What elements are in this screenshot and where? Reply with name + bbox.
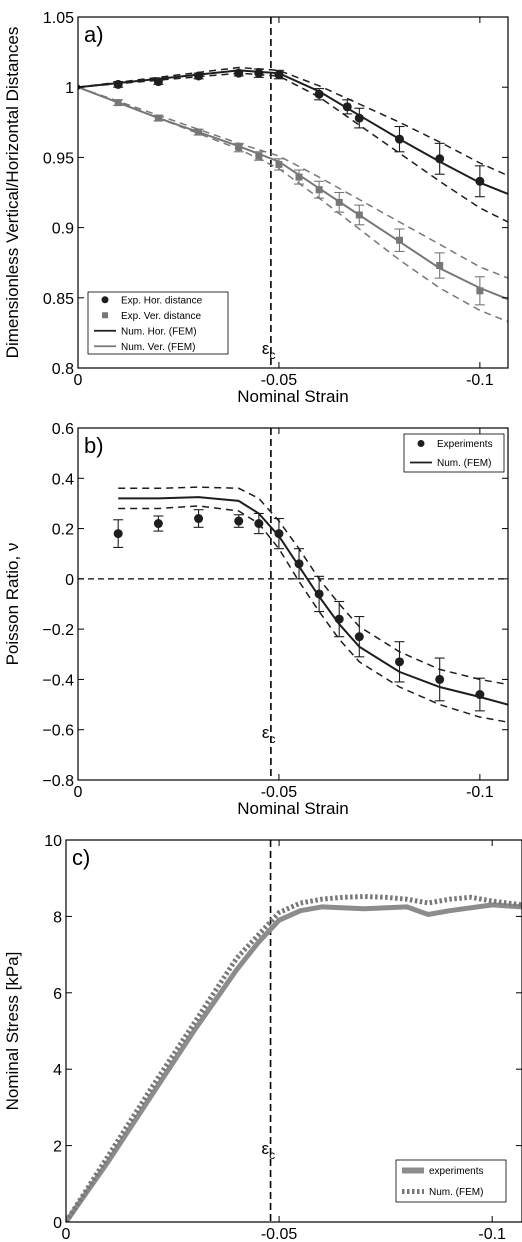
axes-frame — [77, 427, 509, 781]
y-tick-label: 0.2 — [52, 522, 74, 539]
legend-label: experiments — [429, 1166, 483, 1177]
panel-2: 0 -0.05 -0.1 −0.8 −0.6 −0.4 −0.2 0 0.2 0.4 0.6 Nomi… — [3, 421, 509, 818]
legend: Exp. Hor. distance Exp. Ver. distance Num.… — [87, 291, 229, 355]
data-point — [113, 529, 123, 539]
legend-label: Num. (FEM) — [429, 1187, 483, 1198]
data-point — [235, 144, 243, 152]
critical-strain-subscript: c — [269, 348, 275, 362]
data-point — [435, 674, 445, 684]
series-fem-line — [66, 893, 522, 1222]
x-tick-label: -0.1 — [466, 784, 494, 801]
data-point — [295, 173, 303, 181]
legend-label: Num. (FEM) — [437, 458, 491, 469]
panel-label: b) — [84, 433, 104, 458]
y-tick-label: 6 — [53, 986, 62, 1003]
legend-marker — [101, 296, 109, 304]
legend-label: Num. Hor. (FEM) — [121, 326, 197, 337]
plot-area — [66, 840, 522, 1222]
y-tick-label: 10 — [44, 833, 62, 850]
panel-1: 0 -0.05 -0.1 0.8 0.85 0.9 0.95 1 1.05 Nominal Str… — [3, 10, 509, 406]
critical-strain-subscript: c — [269, 732, 275, 746]
legend-marker — [417, 440, 425, 447]
plot-area — [78, 17, 508, 368]
data-point — [194, 514, 204, 524]
series-line-1 — [118, 496, 508, 706]
y-tick-label: 0 — [53, 1215, 62, 1232]
y-axis-label: Nominal Stress [kPa] — [3, 952, 22, 1111]
data-point — [274, 529, 284, 539]
y-tick-label: 2 — [53, 1139, 62, 1156]
critical-strain-label: εc — [262, 723, 276, 746]
series-bound-2 — [118, 486, 508, 686]
y-tick-label: −0.6 — [42, 723, 74, 740]
series-bound-3 — [118, 505, 508, 723]
legend-marker — [102, 312, 108, 319]
series-bound-3 — [78, 66, 508, 177]
series-experiments-line — [66, 902, 522, 1222]
x-tick-label: -0.1 — [466, 372, 494, 389]
legend-label: Num. Ver. (FEM) — [121, 342, 195, 353]
legend: Experiments Num. (FEM) — [403, 433, 505, 473]
x-tick-label: -0.1 — [478, 1226, 506, 1242]
data-point — [255, 152, 263, 160]
data-point — [394, 657, 404, 667]
legend-label: Experiments — [437, 439, 493, 450]
y-tick-label: 1 — [65, 80, 74, 97]
series-bound-7 — [78, 86, 508, 323]
y-tick-label: 0.95 — [43, 150, 74, 167]
x-tick-label: -0.05 — [261, 784, 298, 801]
y-tick-label: −0.2 — [42, 622, 74, 639]
axes-frame — [77, 16, 509, 369]
legend: experiments Num. (FEM) — [395, 1159, 507, 1203]
panel-label: c) — [72, 845, 90, 870]
x-axis-label: Nominal Strain — [237, 799, 349, 818]
data-point — [275, 160, 283, 168]
axes-frame — [65, 839, 522, 1223]
legend-label: Exp. Hor. distance — [121, 295, 203, 306]
y-tick-label: 0 — [65, 572, 74, 589]
legend-box — [87, 291, 229, 355]
data-point — [476, 287, 484, 295]
y-tick-label: 0.6 — [52, 421, 74, 438]
data-point — [254, 68, 264, 78]
x-tick-label: 0 — [62, 1226, 71, 1242]
y-tick-label: 4 — [53, 1062, 62, 1079]
series-line-5 — [78, 86, 508, 301]
series-line-2 — [78, 69, 508, 195]
x-tick-label: -0.05 — [261, 372, 298, 389]
y-tick-label: −0.4 — [42, 672, 74, 689]
legend-box — [395, 1159, 507, 1203]
critical-strain-label: εc — [262, 1139, 276, 1162]
series-bound-4 — [78, 72, 508, 223]
y-tick-label: 1.05 — [43, 10, 74, 27]
y-tick-label: −0.8 — [42, 773, 74, 790]
y-axis-label: Dimensionless Vertical/Horizontal Distan… — [3, 27, 22, 359]
y-tick-label: 0.9 — [52, 221, 74, 238]
x-axis-label: Nominal Strain — [237, 387, 349, 406]
legend-label: Exp. Ver. distance — [121, 311, 201, 322]
critical-strain-subscript: c — [269, 1148, 275, 1162]
data-point — [315, 186, 323, 194]
y-tick-label: 0.8 — [52, 361, 74, 378]
data-point — [354, 632, 364, 642]
critical-strain-label: εc — [262, 339, 276, 362]
y-tick-label: 0.4 — [52, 471, 74, 488]
data-point — [436, 262, 444, 270]
x-tick-label: 0 — [74, 784, 83, 801]
x-tick-label: 0 — [74, 372, 83, 389]
y-axis-label: Poisson Ratio, ν — [3, 543, 22, 666]
plot-area — [78, 428, 508, 780]
data-point — [153, 519, 163, 529]
y-tick-label: 8 — [53, 909, 62, 926]
series-bound-6 — [78, 86, 508, 279]
y-tick-label: 0.85 — [43, 291, 74, 308]
x-tick-label: -0.05 — [261, 1226, 298, 1242]
data-point — [395, 236, 403, 244]
data-point — [234, 516, 244, 526]
panel-label: a) — [84, 22, 104, 47]
